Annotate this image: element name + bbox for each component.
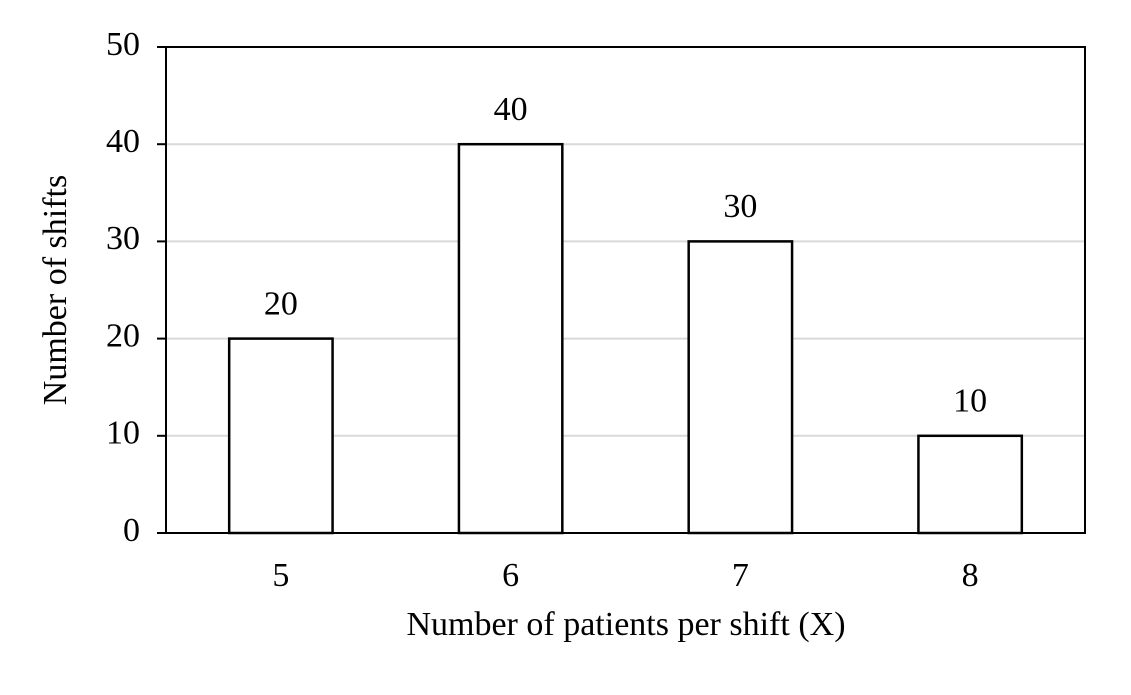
- y-tick-label: 50: [106, 26, 140, 63]
- y-tick-label: 20: [106, 317, 140, 354]
- y-tick-label: 0: [123, 512, 140, 549]
- bar: [457, 142, 564, 535]
- x-tick-label: 8: [962, 557, 979, 594]
- data-label: 20: [264, 285, 298, 322]
- x-tick-label: 6: [502, 557, 519, 594]
- data-label: 10: [953, 383, 987, 420]
- bar: [687, 240, 794, 535]
- x-axis-label: Number of patients per shift (X): [406, 606, 845, 643]
- y-axis-label: Number of shifts: [37, 175, 74, 405]
- plot-frame: [165, 46, 1086, 534]
- x-tick-label: 5: [272, 557, 289, 594]
- y-tick-label: 30: [106, 220, 140, 257]
- y-tick-label: 10: [106, 415, 140, 452]
- y-tick-label: 40: [106, 123, 140, 160]
- data-label: 40: [494, 91, 528, 128]
- x-tick-label: 7: [732, 557, 749, 594]
- data-label: 30: [723, 188, 757, 225]
- bar: [227, 337, 334, 535]
- bar: [917, 434, 1024, 535]
